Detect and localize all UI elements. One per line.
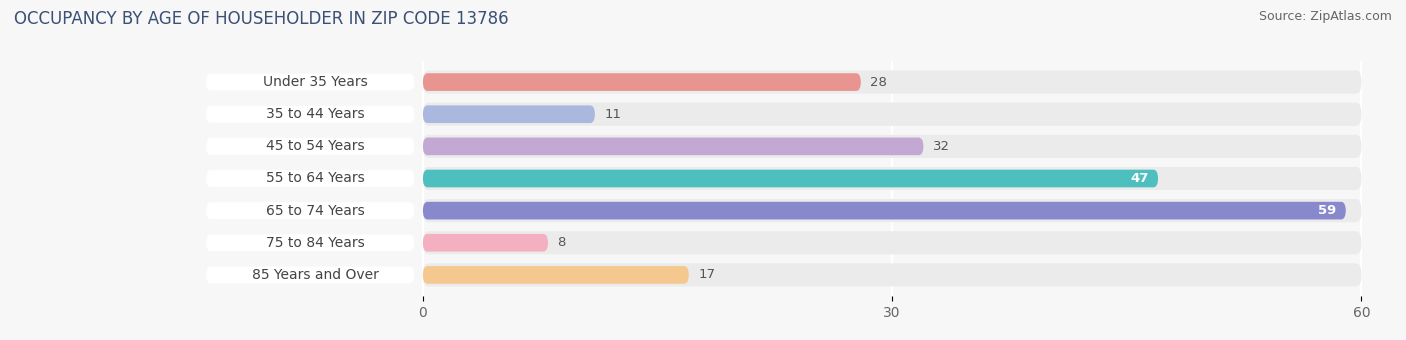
FancyBboxPatch shape — [423, 70, 1361, 94]
FancyBboxPatch shape — [423, 170, 1159, 187]
FancyBboxPatch shape — [207, 234, 415, 251]
Text: 28: 28 — [870, 75, 887, 89]
Text: 35 to 44 Years: 35 to 44 Years — [266, 107, 366, 121]
Text: 85 Years and Over: 85 Years and Over — [252, 268, 380, 282]
FancyBboxPatch shape — [423, 234, 548, 252]
Text: 17: 17 — [699, 268, 716, 282]
Text: 75 to 84 Years: 75 to 84 Years — [266, 236, 366, 250]
FancyBboxPatch shape — [423, 135, 1361, 158]
FancyBboxPatch shape — [423, 105, 595, 123]
Text: 55 to 64 Years: 55 to 64 Years — [266, 171, 366, 186]
Text: 65 to 74 Years: 65 to 74 Years — [266, 204, 366, 218]
FancyBboxPatch shape — [423, 103, 1361, 126]
FancyBboxPatch shape — [423, 73, 860, 91]
FancyBboxPatch shape — [423, 167, 1361, 190]
Text: Under 35 Years: Under 35 Years — [263, 75, 368, 89]
FancyBboxPatch shape — [207, 106, 415, 123]
FancyBboxPatch shape — [207, 74, 415, 90]
FancyBboxPatch shape — [423, 199, 1361, 222]
FancyBboxPatch shape — [207, 170, 415, 187]
FancyBboxPatch shape — [423, 137, 924, 155]
Text: OCCUPANCY BY AGE OF HOUSEHOLDER IN ZIP CODE 13786: OCCUPANCY BY AGE OF HOUSEHOLDER IN ZIP C… — [14, 10, 509, 28]
FancyBboxPatch shape — [423, 264, 1361, 287]
Text: 32: 32 — [932, 140, 950, 153]
Text: 59: 59 — [1319, 204, 1337, 217]
FancyBboxPatch shape — [423, 266, 689, 284]
Text: Source: ZipAtlas.com: Source: ZipAtlas.com — [1258, 10, 1392, 23]
Text: 8: 8 — [557, 236, 565, 249]
FancyBboxPatch shape — [207, 267, 415, 283]
Text: 45 to 54 Years: 45 to 54 Years — [266, 139, 366, 153]
FancyBboxPatch shape — [207, 202, 415, 219]
Text: 47: 47 — [1130, 172, 1149, 185]
Text: 11: 11 — [605, 108, 621, 121]
FancyBboxPatch shape — [423, 231, 1361, 254]
FancyBboxPatch shape — [423, 202, 1346, 220]
FancyBboxPatch shape — [207, 138, 415, 155]
